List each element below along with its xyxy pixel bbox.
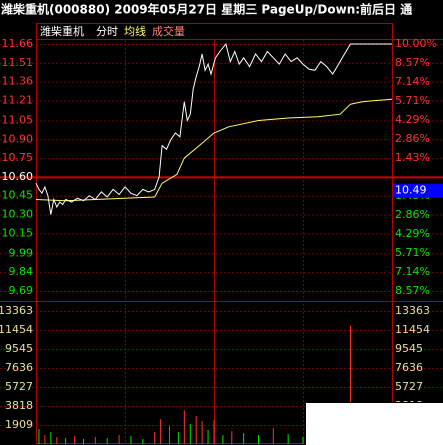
y2-tick-label: 1.43% <box>395 151 430 164</box>
y-tick-label: 10.30 <box>2 208 34 221</box>
y-tick-label: 10.60 <box>2 170 34 183</box>
volume-tick-label: 7636 <box>395 361 423 374</box>
popup-box <box>305 402 443 445</box>
y-tick-label: 9.69 <box>9 284 34 297</box>
y2-tick-label: 8.57% <box>395 56 430 69</box>
cursor-box <box>393 183 443 198</box>
average-line <box>35 98 393 202</box>
volume-tick-label: 5727 <box>5 380 33 393</box>
y-tick-label: 10.90 <box>2 132 34 145</box>
volume-tick-label: 1909 <box>5 418 33 431</box>
volume-tick-label: 13363 <box>395 304 430 317</box>
y2-tick-label: 7.14% <box>395 265 430 278</box>
y-tick-label: 9.99 <box>9 246 34 259</box>
cursor-value: 10.49 <box>395 184 427 197</box>
y-tick-label: 11.21 <box>2 93 34 106</box>
y2-tick-label: 8.57% <box>395 284 430 297</box>
y-tick-label: 9.84 <box>9 265 34 278</box>
y2-tick-label: 7.14% <box>395 75 430 88</box>
legend-volume: 成交量 <box>152 24 185 38</box>
volume-tick-label: 11454 <box>395 323 430 336</box>
y2-tick-label: 5.71% <box>395 94 430 107</box>
legend-name: 潍柴重机 <box>40 24 84 38</box>
y-tick-label: 10.75 <box>2 151 34 164</box>
y2-tick-label: 5.71% <box>395 246 430 259</box>
y2-tick-label: 4.29% <box>395 113 430 126</box>
y2-tick-label: 4.29% <box>395 227 430 240</box>
y2-tick-label: 2.86% <box>395 132 430 145</box>
volume-tick-label: 13363 <box>0 304 33 317</box>
y-tick-label: 10.45 <box>2 189 34 202</box>
volume-tick-label: 3818 <box>5 399 33 412</box>
legend-average: 均线 <box>124 24 146 38</box>
volume-tick-label: 9545 <box>395 342 423 355</box>
y-tick-label: 11.05 <box>2 113 34 126</box>
y-tick-label: 11.66 <box>2 37 34 50</box>
legend-view: 分时 <box>96 25 118 38</box>
y-tick-label: 11.51 <box>2 56 34 69</box>
volume-tick-label: 7636 <box>5 361 33 374</box>
y-tick-label: 10.15 <box>2 226 34 239</box>
price-line <box>35 42 392 215</box>
y2-tick-label: 2.86% <box>395 208 430 221</box>
y2-tick-label: 10.00% <box>395 37 437 50</box>
volume-tick-label: 5727 <box>395 380 423 393</box>
volume-tick-label: 11454 <box>0 323 33 336</box>
y-tick-label: 11.36 <box>2 75 34 88</box>
page-title: 潍柴重机(000880) 2009年05月27日 星期三 PageUp/Down… <box>0 2 412 17</box>
volume-tick-label: 9545 <box>5 342 33 355</box>
